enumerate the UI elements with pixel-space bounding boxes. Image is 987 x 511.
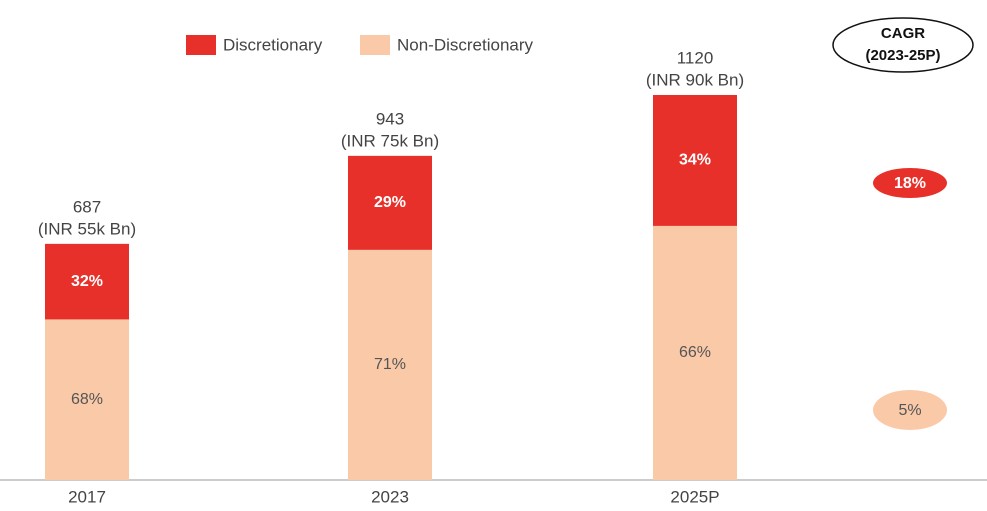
segment-label: 66%: [679, 344, 711, 361]
segment-label: 71%: [374, 356, 406, 373]
segment-label: 32%: [71, 273, 103, 290]
bar-segment: [45, 319, 129, 480]
cagr-title: (2023-25P): [865, 47, 940, 64]
bar-segment: [653, 225, 737, 480]
x-tick-label: 2023: [371, 487, 409, 506]
legend-label: Non-Discretionary: [397, 35, 534, 54]
total-label: 1120: [677, 48, 714, 67]
bar-segment: [653, 95, 737, 226]
bar-segment: [45, 243, 129, 320]
total-note: (INR 90k Bn): [646, 70, 744, 89]
legend-swatch: [186, 35, 216, 55]
cagr-label: 5%: [898, 402, 921, 419]
total-label: 687: [73, 197, 101, 216]
cagr-badge: [873, 390, 947, 430]
x-tick-label: 2017: [68, 487, 106, 506]
bar-segment: [348, 249, 432, 480]
legend-label: Discretionary: [223, 35, 323, 54]
total-note: (INR 55k Bn): [38, 219, 136, 238]
bar-segment: [348, 155, 432, 250]
cagr-title: CAGR: [881, 25, 925, 42]
segment-label: 34%: [679, 152, 711, 169]
x-tick-label: 2025P: [670, 487, 719, 506]
legend-swatch: [360, 35, 390, 55]
segment-label: 68%: [71, 391, 103, 408]
cagr-header-badge: [832, 17, 974, 73]
cagr-label: 18%: [894, 175, 926, 192]
cagr-badge: [873, 168, 947, 198]
segment-label: 29%: [374, 194, 406, 211]
total-note: (INR 75k Bn): [341, 131, 439, 150]
total-label: 943: [376, 109, 404, 128]
